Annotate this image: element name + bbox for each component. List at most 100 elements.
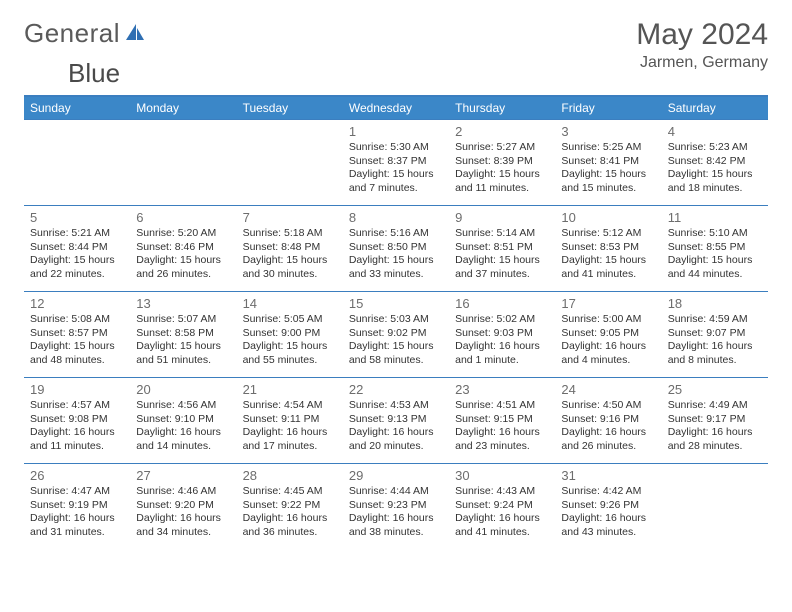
day-cell: 15Sunrise: 5:03 AMSunset: 9:02 PMDayligh… <box>343 292 449 378</box>
sail-icon <box>124 22 146 42</box>
day-info: Sunrise: 4:54 AMSunset: 9:11 PMDaylight:… <box>243 399 337 454</box>
day-info: Sunrise: 4:59 AMSunset: 9:07 PMDaylight:… <box>668 313 762 368</box>
day-cell: 29 Sunrise: 4:44 AMSunset: 9:23 PMDayligh… <box>343 464 449 550</box>
page: General May 2024 Jarmen, Germany Blue Su… <box>0 0 792 560</box>
day-info: Sunrise: 4:57 AMSunset: 9:08 PMDaylight:… <box>30 399 124 454</box>
day-info: Sunrise: 5:08 AMSunset: 8:57 PMDaylight:… <box>30 313 124 368</box>
day-info: Sunrise: 4:43 AMSunset: 9:24 PMDaylight:… <box>455 485 549 540</box>
day-info: Sunrise: 5:07 AMSunset: 8:58 PMDaylight:… <box>136 313 230 368</box>
day-number: 1 <box>349 124 443 139</box>
day-cell: 4 Sunrise: 5:23 AMSunset: 8:42 PMDaylight… <box>662 120 768 206</box>
day-number: 9 <box>455 210 549 225</box>
day-info: Sunrise: 4:45 AMSunset: 9:22 PMDaylight:… <box>243 485 337 540</box>
day-info: Sunrise: 5:25 AMSunset: 8:41 PMDaylight:… <box>561 141 655 196</box>
day-info: Sunrise: 5:12 AMSunset: 8:53 PMDaylight:… <box>561 227 655 282</box>
day-number: 28 <box>243 468 337 483</box>
day-cell: 30 Sunrise: 4:43 AMSunset: 9:24 PMDayligh… <box>449 464 555 550</box>
day-number: 11 <box>668 210 762 225</box>
day-info: Sunrise: 4:53 AMSunset: 9:13 PMDaylight:… <box>349 399 443 454</box>
day-info: Sunrise: 4:56 AMSunset: 9:10 PMDaylight:… <box>136 399 230 454</box>
day-info: Sunrise: 5:27 AMSunset: 8:39 PMDaylight:… <box>455 141 549 196</box>
day-cell: 20 Sunrise: 4:56 AMSunset: 9:10 PMDayligh… <box>130 378 236 464</box>
day-cell: 5 Sunrise: 5:21 AMSunset: 8:44 PMDaylight… <box>24 206 130 292</box>
day-info: Sunrise: 5:23 AMSunset: 8:42 PMDaylight:… <box>668 141 762 196</box>
day-cell: 12Sunrise: 5:08 AMSunset: 8:57 PMDayligh… <box>24 292 130 378</box>
day-cell: 16 Sunrise: 5:02 AMSunset: 9:03 PMDayligh… <box>449 292 555 378</box>
day-cell: 27 Sunrise: 4:46 AMSunset: 9:20 PMDayligh… <box>130 464 236 550</box>
week-row: 26Sunrise: 4:47 AMSunset: 9:19 PMDayligh… <box>24 464 768 550</box>
day-number: 24 <box>561 382 655 397</box>
week-row: 12Sunrise: 5:08 AMSunset: 8:57 PMDayligh… <box>24 292 768 378</box>
day-cell: 7Sunrise: 5:18 AMSunset: 8:48 PMDaylight… <box>237 206 343 292</box>
day-info: Sunrise: 4:51 AMSunset: 9:15 PMDaylight:… <box>455 399 549 454</box>
day-info: Sunrise: 4:42 AMSunset: 9:26 PMDaylight:… <box>561 485 655 540</box>
day-cell: 21Sunrise: 4:54 AMSunset: 9:11 PMDayligh… <box>237 378 343 464</box>
calendar-body: ...... 1 Sunrise: 5:30 AMSunset: 8:37 PMDa… <box>24 120 768 550</box>
day-cell: 1 Sunrise: 5:30 AMSunset: 8:37 PMDaylight… <box>343 120 449 206</box>
day-number: 5 <box>30 210 124 225</box>
day-cell: 19 Sunrise: 4:57 AMSunset: 9:08 PMDayligh… <box>24 378 130 464</box>
day-number: 10 <box>561 210 655 225</box>
weekday-monday: Monday <box>130 97 236 120</box>
calendar-head: SundayMondayTuesdayWednesdayThursdayFrid… <box>24 97 768 120</box>
weekday-wednesday: Wednesday <box>343 97 449 120</box>
day-number: 26 <box>30 468 124 483</box>
day-info: Sunrise: 5:20 AMSunset: 8:46 PMDaylight:… <box>136 227 230 282</box>
day-info: Sunrise: 5:05 AMSunset: 9:00 PMDaylight:… <box>243 313 337 368</box>
day-cell: 25Sunrise: 4:49 AMSunset: 9:17 PMDayligh… <box>662 378 768 464</box>
day-number: 20 <box>136 382 230 397</box>
location-label: Jarmen, Germany <box>636 54 768 72</box>
day-cell: 24 Sunrise: 4:50 AMSunset: 9:16 PMDayligh… <box>555 378 661 464</box>
weekday-thursday: Thursday <box>449 97 555 120</box>
day-cell: 10 Sunrise: 5:12 AMSunset: 8:53 PMDayligh… <box>555 206 661 292</box>
day-info: Sunrise: 5:02 AMSunset: 9:03 PMDaylight:… <box>455 313 549 368</box>
calendar-table: SundayMondayTuesdayWednesdayThursdayFrid… <box>24 97 768 550</box>
day-number: 27 <box>136 468 230 483</box>
day-cell: 8 Sunrise: 5:16 AMSunset: 8:50 PMDaylight… <box>343 206 449 292</box>
day-cell: .. <box>24 120 130 206</box>
day-cell: 3 Sunrise: 5:25 AMSunset: 8:41 PMDaylight… <box>555 120 661 206</box>
day-info: Sunrise: 5:30 AMSunset: 8:37 PMDaylight:… <box>349 141 443 196</box>
day-number: 30 <box>455 468 549 483</box>
day-info: Sunrise: 4:50 AMSunset: 9:16 PMDaylight:… <box>561 399 655 454</box>
day-cell: .. <box>662 464 768 550</box>
day-cell: 18Sunrise: 4:59 AMSunset: 9:07 PMDayligh… <box>662 292 768 378</box>
week-row: 5 Sunrise: 5:21 AMSunset: 8:44 PMDaylight… <box>24 206 768 292</box>
day-number: 14 <box>243 296 337 311</box>
weekday-sunday: Sunday <box>24 97 130 120</box>
day-number: 8 <box>349 210 443 225</box>
day-cell: 26Sunrise: 4:47 AMSunset: 9:19 PMDayligh… <box>24 464 130 550</box>
day-number: 17 <box>561 296 655 311</box>
day-number: 3 <box>561 124 655 139</box>
day-cell: .. <box>237 120 343 206</box>
day-number: 4 <box>668 124 762 139</box>
day-info: Sunrise: 5:21 AMSunset: 8:44 PMDaylight:… <box>30 227 124 282</box>
day-cell: 17 Sunrise: 5:00 AMSunset: 9:05 PMDayligh… <box>555 292 661 378</box>
day-cell: 14 Sunrise: 5:05 AMSunset: 9:00 PMDayligh… <box>237 292 343 378</box>
month-title: May 2024 <box>636 18 768 52</box>
day-number: 6 <box>136 210 230 225</box>
day-info: Sunrise: 5:00 AMSunset: 9:05 PMDaylight:… <box>561 313 655 368</box>
weekday-tuesday: Tuesday <box>237 97 343 120</box>
day-number: 31 <box>561 468 655 483</box>
day-cell: .. <box>130 120 236 206</box>
day-number: 2 <box>455 124 549 139</box>
weekday-saturday: Saturday <box>662 97 768 120</box>
day-cell: 31 Sunrise: 4:42 AMSunset: 9:26 PMDayligh… <box>555 464 661 550</box>
day-number: 23 <box>455 382 549 397</box>
day-info: Sunrise: 4:46 AMSunset: 9:20 PMDaylight:… <box>136 485 230 540</box>
day-info: Sunrise: 5:14 AMSunset: 8:51 PMDaylight:… <box>455 227 549 282</box>
day-cell: 9 Sunrise: 5:14 AMSunset: 8:51 PMDaylight… <box>449 206 555 292</box>
day-number: 7 <box>243 210 337 225</box>
day-info: Sunrise: 5:03 AMSunset: 9:02 PMDaylight:… <box>349 313 443 368</box>
day-cell: 28 Sunrise: 4:45 AMSunset: 9:22 PMDayligh… <box>237 464 343 550</box>
day-info: Sunrise: 4:44 AMSunset: 9:23 PMDaylight:… <box>349 485 443 540</box>
brand-logo: General <box>24 18 148 49</box>
weekday-row: SundayMondayTuesdayWednesdayThursdayFrid… <box>24 97 768 120</box>
day-cell: 11Sunrise: 5:10 AMSunset: 8:55 PMDayligh… <box>662 206 768 292</box>
day-info: Sunrise: 5:16 AMSunset: 8:50 PMDaylight:… <box>349 227 443 282</box>
day-number: 16 <box>455 296 549 311</box>
day-number: 19 <box>30 382 124 397</box>
day-number: 29 <box>349 468 443 483</box>
day-cell: 22Sunrise: 4:53 AMSunset: 9:13 PMDayligh… <box>343 378 449 464</box>
